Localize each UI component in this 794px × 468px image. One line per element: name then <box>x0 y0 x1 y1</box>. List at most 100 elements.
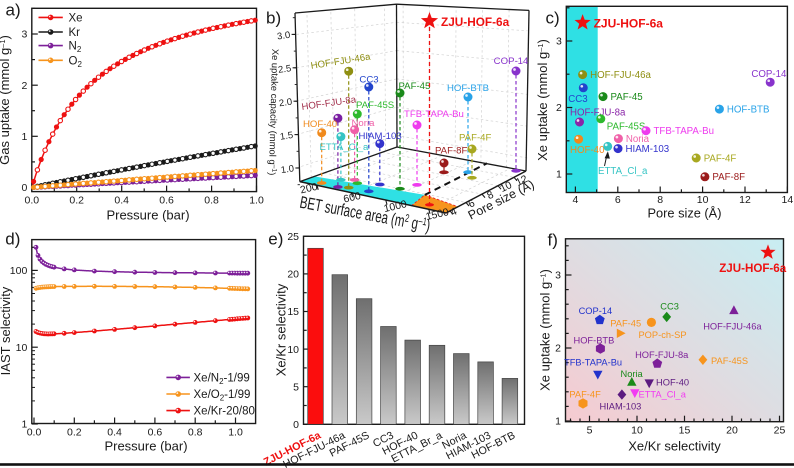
svg-text:c): c) <box>546 9 560 28</box>
svg-text:COP-14: COP-14 <box>751 69 787 80</box>
svg-text:25: 25 <box>287 231 299 243</box>
svg-text:600: 600 <box>342 190 362 206</box>
svg-text:HOF-FJU-46a: HOF-FJU-46a <box>590 70 651 81</box>
svg-text:10: 10 <box>287 344 299 356</box>
svg-text:Xe/O2-1/99: Xe/O2-1/99 <box>194 389 251 403</box>
svg-text:HOF-BTB: HOF-BTB <box>573 335 614 345</box>
svg-text:PAF-4F: PAF-4F <box>459 133 491 144</box>
svg-text:e): e) <box>268 230 283 249</box>
svg-text:Gas uptake (mmol g–1): Gas uptake (mmol g–1) <box>0 35 12 165</box>
svg-text:5: 5 <box>587 425 593 437</box>
svg-text:3: 3 <box>555 270 561 282</box>
svg-text:14: 14 <box>782 194 794 206</box>
svg-text:PAF-45: PAF-45 <box>610 318 641 328</box>
svg-text:PAF-45S: PAF-45S <box>607 122 646 133</box>
svg-text:0: 0 <box>293 419 299 431</box>
svg-text:Kr: Kr <box>69 27 81 39</box>
svg-text:6: 6 <box>466 197 477 210</box>
svg-text:Pressure (bar): Pressure (bar) <box>106 207 189 222</box>
svg-text:HIAM-103: HIAM-103 <box>599 402 641 412</box>
svg-text:1: 1 <box>21 131 27 143</box>
svg-text:10: 10 <box>16 342 28 354</box>
svg-text:HOF-BTB: HOF-BTB <box>447 83 489 94</box>
svg-text:IAST selectivity: IAST selectivity <box>0 286 13 375</box>
svg-text:2.0: 2.0 <box>278 97 293 110</box>
svg-text:1: 1 <box>556 169 562 181</box>
svg-text:1.5: 1.5 <box>279 130 294 143</box>
svg-text:PAF-45S: PAF-45S <box>356 100 394 111</box>
svg-text:ZJU-HOF-6a: ZJU-HOF-6a <box>441 15 510 29</box>
svg-text:d): d) <box>5 230 20 249</box>
svg-text:0.8: 0.8 <box>204 195 219 207</box>
svg-text:100: 100 <box>10 265 28 277</box>
svg-text:HOF-40: HOF-40 <box>656 378 689 388</box>
svg-text:1.0: 1.0 <box>228 427 243 439</box>
svg-text:2: 2 <box>555 343 561 355</box>
svg-text:10: 10 <box>697 194 709 206</box>
svg-text:1: 1 <box>21 419 27 431</box>
svg-text:Xe uptake (mmol g–1): Xe uptake (mmol g–1) <box>538 269 553 391</box>
svg-text:0.0: 0.0 <box>24 195 39 207</box>
svg-text:15: 15 <box>287 306 299 318</box>
svg-text:f): f) <box>548 230 558 249</box>
svg-text:ETTA_Cl_a: ETTA_Cl_a <box>598 166 648 177</box>
svg-text:PAF-4F: PAF-4F <box>704 153 737 164</box>
svg-text:Xe/Kr-20/80: Xe/Kr-20/80 <box>194 406 255 418</box>
svg-text:1500: 1500 <box>425 206 451 223</box>
svg-text:12: 12 <box>739 194 751 206</box>
svg-text:3: 3 <box>21 29 27 41</box>
svg-text:COP-14: COP-14 <box>494 56 529 67</box>
svg-text:Noria: Noria <box>626 134 650 145</box>
svg-text:N2: N2 <box>69 41 82 55</box>
svg-text:PAF-8F: PAF-8F <box>435 146 467 157</box>
svg-text:ETTA_Cl_a: ETTA_Cl_a <box>639 389 687 399</box>
svg-text:Xe/N2-1/99: Xe/N2-1/99 <box>194 372 250 386</box>
svg-text:0: 0 <box>21 182 27 194</box>
svg-text:PAF-4F: PAF-4F <box>569 390 601 400</box>
svg-text:Xe uptake capacity (mmol g–1): Xe uptake capacity (mmol g–1) <box>267 49 281 176</box>
svg-text:HOF-40: HOF-40 <box>303 119 337 130</box>
svg-text:ETTA_Cl_a: ETTA_Cl_a <box>320 142 370 153</box>
svg-text:PAF-8F: PAF-8F <box>712 172 745 183</box>
svg-text:10: 10 <box>631 425 643 437</box>
svg-text:15: 15 <box>679 425 691 437</box>
svg-text:HOF-FJU-46a: HOF-FJU-46a <box>310 51 372 71</box>
svg-text:CC3: CC3 <box>660 302 679 312</box>
svg-text:Noria: Noria <box>620 369 643 379</box>
svg-text:b): b) <box>266 8 281 27</box>
svg-text:4: 4 <box>449 205 460 218</box>
svg-text:20: 20 <box>287 269 299 281</box>
svg-text:TFB-TAPA-Bu: TFB-TAPA-Bu <box>564 358 622 368</box>
svg-text:0.6: 0.6 <box>159 195 174 207</box>
svg-text:Xe/Kr selectivity: Xe/Kr selectivity <box>628 439 721 454</box>
svg-text:8: 8 <box>485 189 496 202</box>
svg-text:200: 200 <box>299 181 319 197</box>
svg-text:10: 10 <box>498 179 514 195</box>
svg-text:0.0: 0.0 <box>27 427 42 439</box>
svg-text:PAF-45S: PAF-45S <box>711 356 748 366</box>
svg-text:3: 3 <box>556 36 562 48</box>
svg-text:0.8: 0.8 <box>188 427 203 439</box>
svg-text:ZJU-HOF-6a: ZJU-HOF-6a <box>719 262 787 275</box>
svg-text:0.2: 0.2 <box>69 195 84 207</box>
svg-text:HOF-40: HOF-40 <box>570 145 605 156</box>
svg-text:6: 6 <box>615 194 621 206</box>
svg-text:COP-14: COP-14 <box>579 306 613 316</box>
svg-text:25: 25 <box>774 425 786 437</box>
svg-text:CC3: CC3 <box>359 75 378 86</box>
svg-text:HOF-FJU-46a: HOF-FJU-46a <box>703 321 762 331</box>
svg-text:3.0: 3.0 <box>276 30 291 43</box>
svg-text:CC3: CC3 <box>568 94 587 105</box>
svg-text:12: 12 <box>514 173 530 189</box>
svg-text:Xe: Xe <box>69 12 83 24</box>
svg-text:0.6: 0.6 <box>148 427 163 439</box>
svg-text:PAF-45: PAF-45 <box>399 81 431 92</box>
svg-text:Noria: Noria <box>352 118 376 129</box>
svg-text:Xe uptake (mmol g–1): Xe uptake (mmol g–1) <box>535 39 550 161</box>
svg-text:2: 2 <box>21 80 27 92</box>
svg-text:HOF-FJU-8a: HOF-FJU-8a <box>635 350 689 360</box>
svg-text:TFB-TAPA-Bu: TFB-TAPA-Bu <box>654 126 714 137</box>
svg-text:Xe/Kr selectivity: Xe/Kr selectivity <box>274 283 289 376</box>
svg-text:HOF-BTB: HOF-BTB <box>727 105 770 116</box>
svg-text:4: 4 <box>572 194 578 206</box>
